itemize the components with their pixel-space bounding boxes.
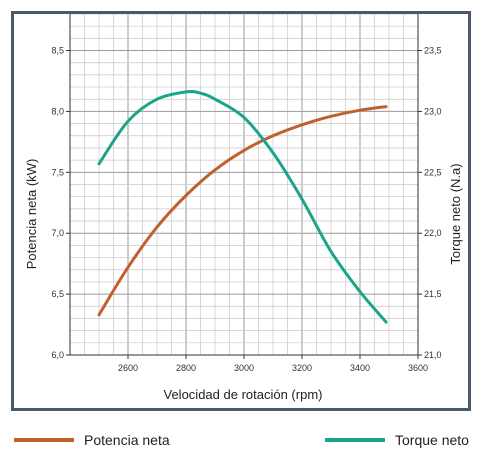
x-axis-label: Velocidad de rotación (rpm)	[164, 387, 323, 402]
y-right-tick-label: 23,5	[424, 46, 442, 56]
x-tick-label: 3600	[408, 363, 428, 373]
y-right-tick-label: 22,0	[424, 228, 442, 238]
x-tick-label: 2800	[176, 363, 196, 373]
series-line-potencia-neta	[97, 105, 388, 317]
legend-label-potencia: Potencia neta	[84, 432, 170, 448]
y-left-tick-label: 7,0	[51, 228, 64, 238]
y-left-tick-label: 8,0	[51, 106, 64, 116]
legend-label-torque: Torque neto	[395, 432, 469, 448]
tick-labels: 2600 2800 3000 3200 3400 3600 6,0 6,5 7,0 7,5 8,0 8…	[51, 46, 441, 373]
x-tick-label: 2600	[118, 363, 138, 373]
x-tick-label: 3000	[234, 363, 254, 373]
x-tick-label: 3400	[350, 363, 370, 373]
x-tick-label: 3200	[292, 363, 312, 373]
y-left-tick-label: 8,5	[51, 46, 64, 56]
chart-frame: 2600 2800 3000 3200 3400 3600 6,0 6,5 7,0 7,5 8,0 8…	[11, 11, 471, 411]
legend-item-potencia: Potencia neta	[14, 430, 170, 450]
series-lines	[97, 89, 388, 324]
y-left-tick-label: 6,0	[51, 350, 64, 360]
series-line-torque-neto	[97, 89, 388, 324]
y-right-tick-label: 22,5	[424, 167, 442, 177]
grid	[69, 14, 419, 356]
y-right-tick-label: 21,5	[424, 289, 442, 299]
legend-swatch-torque	[325, 438, 385, 442]
y-axis-left-label: Potencia neta (kW)	[24, 159, 39, 270]
legend-swatch-potencia	[14, 438, 74, 442]
legend-item-torque: Torque neto	[325, 430, 469, 450]
axes	[66, 14, 422, 359]
y-right-tick-label: 21,0	[424, 350, 442, 360]
y-left-tick-label: 6,5	[51, 289, 64, 299]
chart-svg: 2600 2800 3000 3200 3400 3600 6,0 6,5 7,0 7,5 8,0 8…	[24, 14, 463, 402]
y-axis-right-label: Torque neto (N.a)	[448, 163, 463, 264]
y-right-tick-label: 23,0	[424, 106, 442, 116]
y-left-tick-label: 7,5	[51, 167, 64, 177]
